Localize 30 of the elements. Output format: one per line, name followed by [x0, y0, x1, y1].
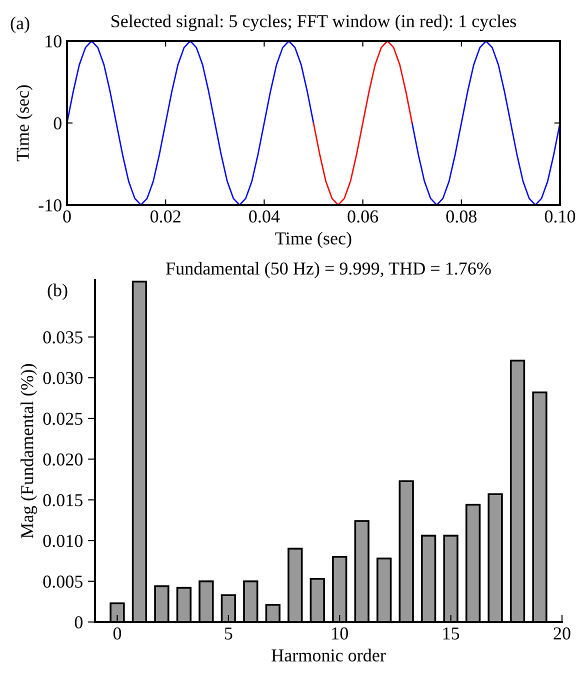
x-tick-label: 0	[113, 627, 122, 640]
chart-title: Fundamental (50 Hz) = 9.999, THD = 1.76%	[166, 262, 491, 278]
y-tick-label: 0.025	[43, 412, 82, 425]
y-tick-label: 0.015	[43, 494, 82, 506]
y-tick-label: 0	[74, 616, 83, 628]
y-axis-title: Mag (Fundamental (%))	[20, 364, 38, 538]
text: (a)	[10, 16, 30, 33]
x-tick-label: 0.08	[446, 210, 477, 223]
y-tick-label: 0.005	[43, 576, 82, 588]
x-tick-label: 0.02	[150, 210, 180, 223]
x-axis-title: Harmonic order	[272, 648, 386, 662]
x-axis-title: Time (sec)	[275, 232, 352, 248]
y-tick-label: 0.020	[43, 453, 83, 466]
y-axis-title: Time (sec)	[16, 85, 33, 162]
y-tick-label: -10	[38, 199, 62, 212]
x-tick-label: 20	[554, 627, 570, 640]
x-tick-label: 5	[224, 628, 232, 640]
chart-title: Selected signal: 5 cycles; FFT window (in red): 1 cycles	[112, 14, 516, 32]
line-series	[312, 41, 413, 205]
y-tick-label: 0.030	[43, 372, 83, 384]
y-tick-label: 10	[46, 35, 62, 48]
x-tick-label: 0.10	[544, 210, 576, 223]
text: (b)	[48, 284, 68, 300]
x-tick-label: 10	[332, 627, 348, 640]
x-tick-label: 15	[443, 627, 460, 640]
x-tick-label: 0.04	[249, 210, 280, 223]
y-tick-label: 0.035	[43, 331, 82, 344]
y-tick-label: 0	[54, 117, 62, 130]
x-tick-label: 0.06	[348, 210, 378, 223]
y-tick-label: 0.010	[43, 534, 83, 548]
